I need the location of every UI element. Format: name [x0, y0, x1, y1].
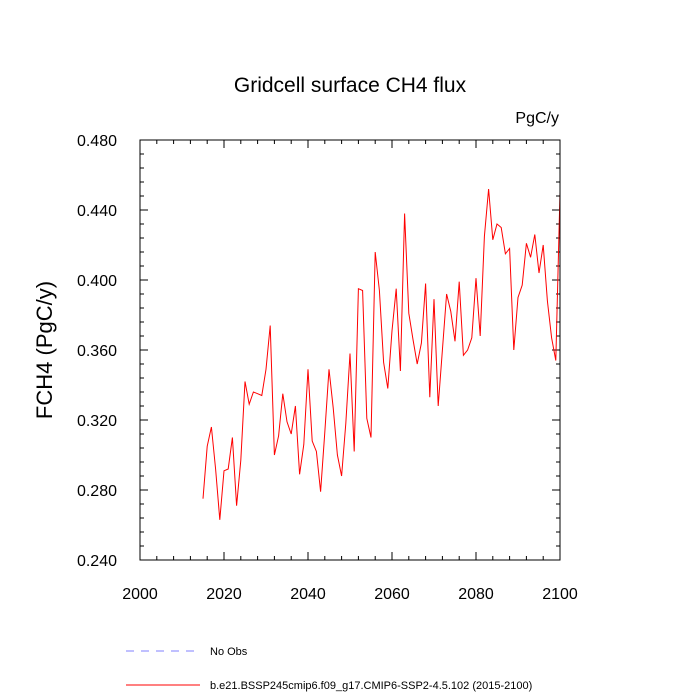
y-tick-label: 0.480	[77, 133, 117, 150]
data-series	[202, 188, 561, 520]
plot-frame	[139, 139, 561, 561]
legend-label-model: b.e21.BSSP245cmip6.f09_g17.CMIP6-SSP2-4.…	[210, 680, 532, 692]
legend: No Obs b.e21.BSSP245cmip6.f09_g17.CMIP6-…	[126, 646, 532, 692]
y-tick-label: 0.320	[77, 413, 117, 430]
units-label: PgC/y	[515, 110, 559, 127]
x-tick-label: 2100	[542, 586, 578, 603]
y-tick-label: 0.280	[77, 483, 117, 500]
y-axis-label: FCH4 (PgC/y)	[32, 281, 57, 419]
x-tick-label: 2040	[290, 586, 326, 603]
x-tick-label: 2020	[206, 586, 242, 603]
y-tick-label: 0.240	[77, 553, 117, 570]
y-tick-label: 0.400	[77, 273, 117, 290]
y-tick-label: 0.360	[77, 343, 117, 360]
chart-title: Gridcell surface CH4 flux	[234, 74, 467, 97]
x-tick-label: 2080	[458, 586, 494, 603]
legend-label-no-obs: No Obs	[210, 646, 248, 658]
x-tick-label: 2060	[374, 586, 410, 603]
y-tick-label: 0.440	[77, 203, 117, 220]
tick-labels: 2000 2020 2040 2060 2080 2100 0.240 0.280 0.320 0…	[77, 133, 578, 603]
x-tick-label: 2000	[122, 586, 158, 603]
series-line	[202, 188, 561, 520]
